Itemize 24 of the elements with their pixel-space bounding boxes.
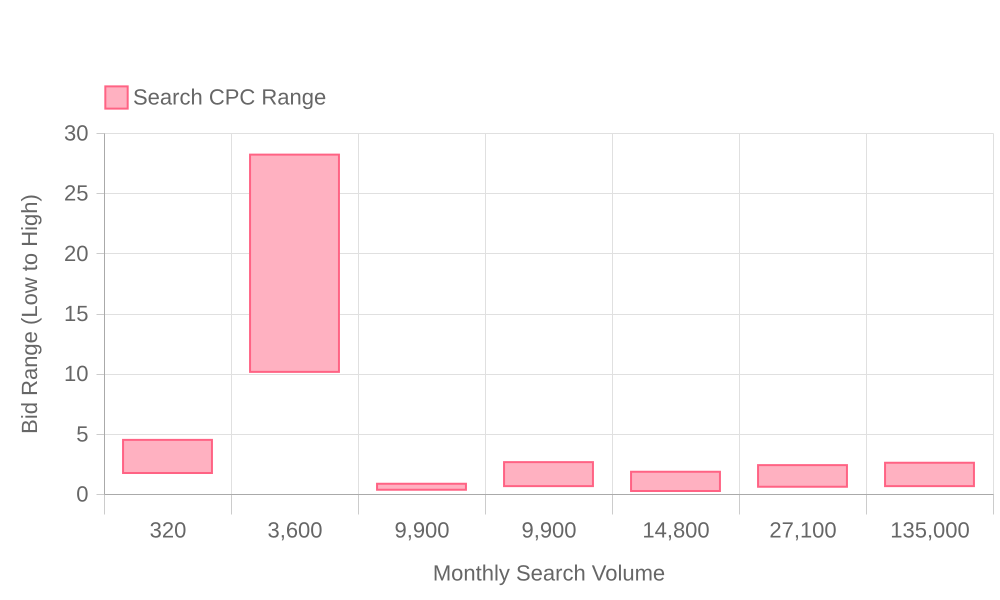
bar bbox=[503, 461, 594, 488]
x-tick-label: 14,800 bbox=[642, 518, 710, 542]
y-tick-label: 15 bbox=[64, 301, 88, 326]
y-tick-label: 0 bbox=[76, 482, 88, 506]
y-tick-label: 30 bbox=[64, 120, 88, 146]
x-tick-label: 9,900 bbox=[394, 518, 450, 542]
bar bbox=[122, 438, 213, 474]
bar bbox=[249, 154, 340, 373]
bar bbox=[376, 482, 467, 491]
x-tick-label: 135,000 bbox=[890, 518, 970, 542]
x-tick-label: 320 bbox=[150, 518, 186, 542]
x-tick-label: 27,100 bbox=[769, 518, 837, 542]
bar bbox=[757, 464, 848, 488]
bar bbox=[884, 462, 975, 488]
y-tick-label: 5 bbox=[76, 421, 88, 446]
y-axis-title: Bid Range (Low to High) bbox=[17, 194, 42, 434]
y-tick-label: 20 bbox=[64, 240, 88, 266]
bar bbox=[630, 470, 721, 492]
x-tick-label: 3,600 bbox=[267, 518, 323, 542]
y-tick-label: 25 bbox=[64, 180, 88, 206]
y-tick-label: 10 bbox=[64, 361, 88, 386]
x-axis-title: Monthly Search Volume bbox=[432, 560, 666, 586]
x-tick-label: 9,900 bbox=[521, 518, 577, 542]
legend-label: Search CPC Range bbox=[133, 84, 326, 110]
